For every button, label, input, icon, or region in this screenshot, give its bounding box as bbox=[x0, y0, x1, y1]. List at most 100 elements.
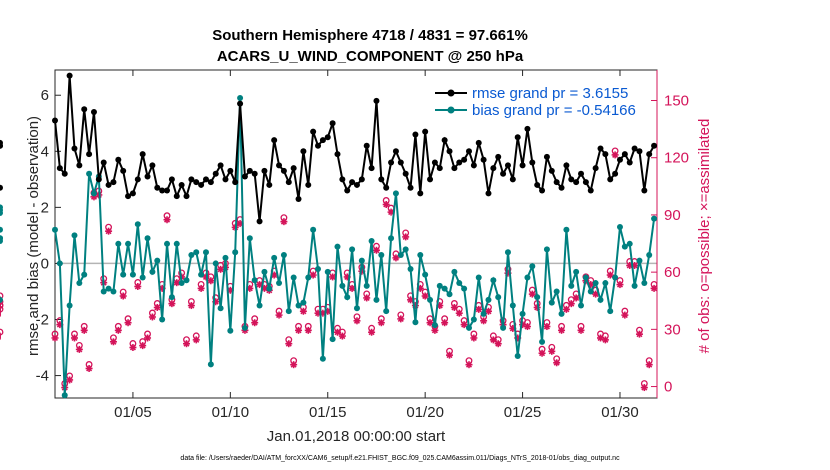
obs-assimilated-point bbox=[548, 347, 556, 355]
bias-point bbox=[349, 246, 356, 253]
rmse-point bbox=[495, 153, 502, 160]
bias-point bbox=[319, 355, 326, 362]
rmse-point bbox=[178, 181, 185, 188]
bias-point bbox=[212, 260, 219, 267]
bias-point bbox=[509, 302, 516, 309]
rmse-point bbox=[626, 159, 633, 166]
obs-assimilated-point bbox=[455, 309, 463, 317]
rmse-point bbox=[500, 170, 507, 177]
rmse-point bbox=[134, 176, 141, 183]
bias-point bbox=[76, 280, 83, 287]
rmse-point bbox=[519, 162, 526, 169]
obs-assimilated-point bbox=[577, 326, 585, 334]
rmse-point bbox=[256, 218, 263, 225]
bias-point bbox=[612, 274, 619, 281]
obs-assimilated-point bbox=[251, 319, 259, 327]
data-file-footer: data file: /Users/raeder/DAI/ATM_forcXX/… bbox=[180, 455, 620, 462]
rmse-point bbox=[81, 106, 88, 113]
bias-point bbox=[626, 240, 633, 247]
bias-point bbox=[334, 243, 341, 250]
obs-assimilated-point bbox=[465, 361, 473, 369]
rmse-point bbox=[539, 187, 546, 194]
rmse-point bbox=[621, 151, 628, 158]
bias-point bbox=[427, 296, 434, 303]
rmse-point bbox=[266, 181, 273, 188]
rmse-point bbox=[563, 162, 570, 169]
bias-point bbox=[451, 268, 458, 275]
rmse-point bbox=[441, 137, 448, 144]
bias-point bbox=[500, 324, 507, 331]
bias-point bbox=[558, 310, 565, 317]
rmse-point bbox=[641, 187, 648, 194]
obs-assimilated-point bbox=[377, 319, 385, 327]
obs-assimilated-point bbox=[543, 323, 551, 331]
obs-assimilated-point bbox=[329, 273, 337, 281]
bias-point bbox=[198, 271, 205, 278]
rmse-point bbox=[524, 125, 531, 132]
bias-point bbox=[324, 268, 331, 275]
rmse-point bbox=[105, 181, 112, 188]
rmse-point bbox=[597, 145, 604, 152]
obs-assimilated-point bbox=[382, 200, 390, 208]
rmse-point bbox=[207, 179, 214, 186]
rmse-point bbox=[631, 145, 638, 152]
bias-point bbox=[56, 260, 63, 267]
rmse-point bbox=[202, 176, 209, 183]
obs-assimilated-point bbox=[129, 344, 137, 352]
obs-possible-point bbox=[0, 305, 4, 313]
bias-point bbox=[217, 305, 224, 312]
obs-assimilated-point bbox=[163, 216, 171, 224]
obs-assimilated-point bbox=[338, 332, 346, 340]
bias-point bbox=[485, 296, 492, 303]
rmse-point bbox=[388, 159, 395, 166]
obs-assimilated-point bbox=[66, 376, 74, 384]
bias-point bbox=[183, 277, 190, 284]
obs-assimilated-point bbox=[426, 319, 434, 327]
rmse-point bbox=[573, 179, 580, 186]
bias-line bbox=[54, 98, 656, 396]
rmse-point bbox=[349, 179, 356, 186]
bias-point bbox=[105, 285, 112, 292]
rmse-point bbox=[188, 176, 195, 183]
rmse-point bbox=[241, 173, 248, 180]
obs-assimilated-point bbox=[601, 336, 609, 344]
rmse-point bbox=[120, 167, 127, 174]
rmse-point bbox=[363, 142, 370, 149]
rmse-point bbox=[56, 165, 63, 172]
bias-point bbox=[607, 308, 614, 315]
bias-point bbox=[86, 170, 93, 177]
rmse-point bbox=[446, 148, 453, 155]
y-left-tick-label: 4 bbox=[41, 143, 49, 160]
obs-assimilated-point bbox=[450, 303, 458, 311]
rmse-point bbox=[71, 145, 78, 152]
bias-point bbox=[563, 226, 570, 233]
rmse-point bbox=[0, 142, 3, 149]
obs-assimilated-point bbox=[475, 305, 483, 313]
rmse-point bbox=[173, 193, 180, 200]
obs-assimilated-point bbox=[484, 307, 492, 315]
rmse-point bbox=[295, 195, 302, 202]
obs-assimilated-point bbox=[333, 328, 341, 336]
bias-point bbox=[110, 288, 117, 295]
obs-assimilated-point bbox=[299, 307, 307, 315]
rmse-point bbox=[407, 184, 414, 191]
obs-assimilated-point bbox=[553, 359, 561, 367]
obs-assimilated-point bbox=[611, 151, 619, 159]
bias-point bbox=[431, 322, 438, 329]
bias-point bbox=[651, 215, 658, 222]
bias-point bbox=[144, 235, 151, 242]
rmse-point bbox=[193, 179, 200, 186]
rmse-point bbox=[261, 167, 268, 174]
rmse-point bbox=[339, 176, 346, 183]
rmse-point bbox=[636, 148, 643, 155]
bias-point bbox=[237, 95, 244, 102]
bias-point bbox=[529, 263, 536, 270]
bias-point bbox=[125, 240, 132, 247]
bias-point bbox=[383, 308, 390, 315]
obs-assimilated-point bbox=[645, 361, 653, 369]
obs-assimilated-point bbox=[197, 284, 205, 292]
bias-point bbox=[388, 235, 395, 242]
obs-assimilated-point bbox=[489, 336, 497, 344]
rmse-point bbox=[344, 187, 351, 194]
bias-point bbox=[344, 294, 351, 301]
